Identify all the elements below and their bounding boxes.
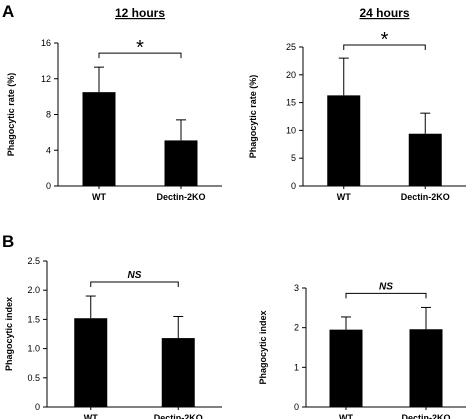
bar-dectin-2ko bbox=[161, 338, 195, 407]
y-tick-label: 0 bbox=[291, 181, 296, 191]
y-tick-label: 12 bbox=[41, 74, 51, 84]
y-tick-label: 16 bbox=[41, 38, 51, 48]
bar-wt bbox=[82, 92, 116, 186]
significance-bracket bbox=[345, 292, 427, 299]
y-tick-label: 10 bbox=[286, 125, 296, 135]
chart-a-24-hours: 24 hours Phagocytic rate (%) 0 5 10 15 20 25 WT D… bbox=[248, 6, 466, 202]
chart-b-left: Phagocytic index 0 0.5 1.0 1.5 2.0 2.5 WT Dectin… bbox=[4, 256, 222, 419]
y-axis-label: Phagocytic index bbox=[4, 297, 14, 371]
y-tick-label: 1 bbox=[294, 362, 299, 372]
y-tick-label: 1.5 bbox=[27, 314, 40, 324]
x-tick-label: Dectin-2KO bbox=[401, 192, 450, 202]
x-tick-label: WT bbox=[337, 192, 351, 202]
significance-bracket bbox=[90, 281, 179, 288]
y-tick-label: 4 bbox=[46, 145, 51, 155]
bar-dectin-2ko bbox=[409, 329, 443, 407]
y-tick-label: 2.5 bbox=[27, 256, 40, 266]
chart-title: 12 hours bbox=[115, 6, 165, 20]
significance-label: NS bbox=[379, 281, 393, 292]
y-tick-label: 8 bbox=[46, 110, 51, 120]
y-tick-label: 25 bbox=[286, 42, 296, 52]
bar-wt bbox=[74, 318, 108, 407]
x-tick-label: WT bbox=[339, 413, 353, 419]
y-tick-label: 3 bbox=[294, 283, 299, 293]
significance-label: * bbox=[381, 29, 389, 51]
significance-label: NS bbox=[128, 270, 142, 281]
y-tick-label: 1.0 bbox=[27, 344, 40, 354]
panel-label-b: B bbox=[2, 232, 14, 251]
y-tick-label: 0 bbox=[294, 402, 299, 412]
y-tick-label: 2 bbox=[294, 323, 299, 333]
y-tick-label: 2.0 bbox=[27, 285, 40, 295]
chart-b-right: Phagocytic index 0 1 2 3 WT Dectin-2KO NS bbox=[258, 281, 466, 419]
x-tick-label: Dectin-2KO bbox=[156, 192, 205, 202]
y-tick-label: 5 bbox=[291, 153, 296, 163]
y-tick-label: 15 bbox=[286, 98, 296, 108]
y-tick-label: 0 bbox=[46, 181, 51, 191]
y-axis-label: Phagocytic rate (%) bbox=[6, 73, 16, 157]
chart-title: 24 hours bbox=[359, 6, 409, 20]
significance-label: * bbox=[136, 37, 144, 59]
x-tick-label: WT bbox=[84, 413, 98, 419]
bar-dectin-2ko bbox=[408, 133, 442, 186]
x-tick-label: WT bbox=[92, 192, 106, 202]
x-tick-label: Dectin-2KO bbox=[401, 413, 450, 419]
significance-bracket bbox=[98, 52, 182, 59]
bar-wt bbox=[327, 95, 361, 186]
y-tick-label: 20 bbox=[286, 70, 296, 80]
panel-label-a: A bbox=[2, 2, 14, 21]
y-axis-label: Phagocytic index bbox=[258, 310, 268, 384]
y-axis-label: Phagocytic rate (%) bbox=[248, 75, 258, 159]
significance-bracket bbox=[343, 44, 426, 50]
chart-a-12-hours: 12 hours Phagocytic rate (%) 0 4 8 12 16 WT Dect… bbox=[6, 6, 222, 202]
y-tick-label: 0.5 bbox=[27, 373, 40, 383]
y-tick-label: 0 bbox=[35, 402, 40, 412]
x-tick-label: Dectin-2KO bbox=[154, 413, 203, 419]
bar-wt bbox=[329, 329, 363, 407]
bar-dectin-2ko bbox=[164, 140, 198, 186]
